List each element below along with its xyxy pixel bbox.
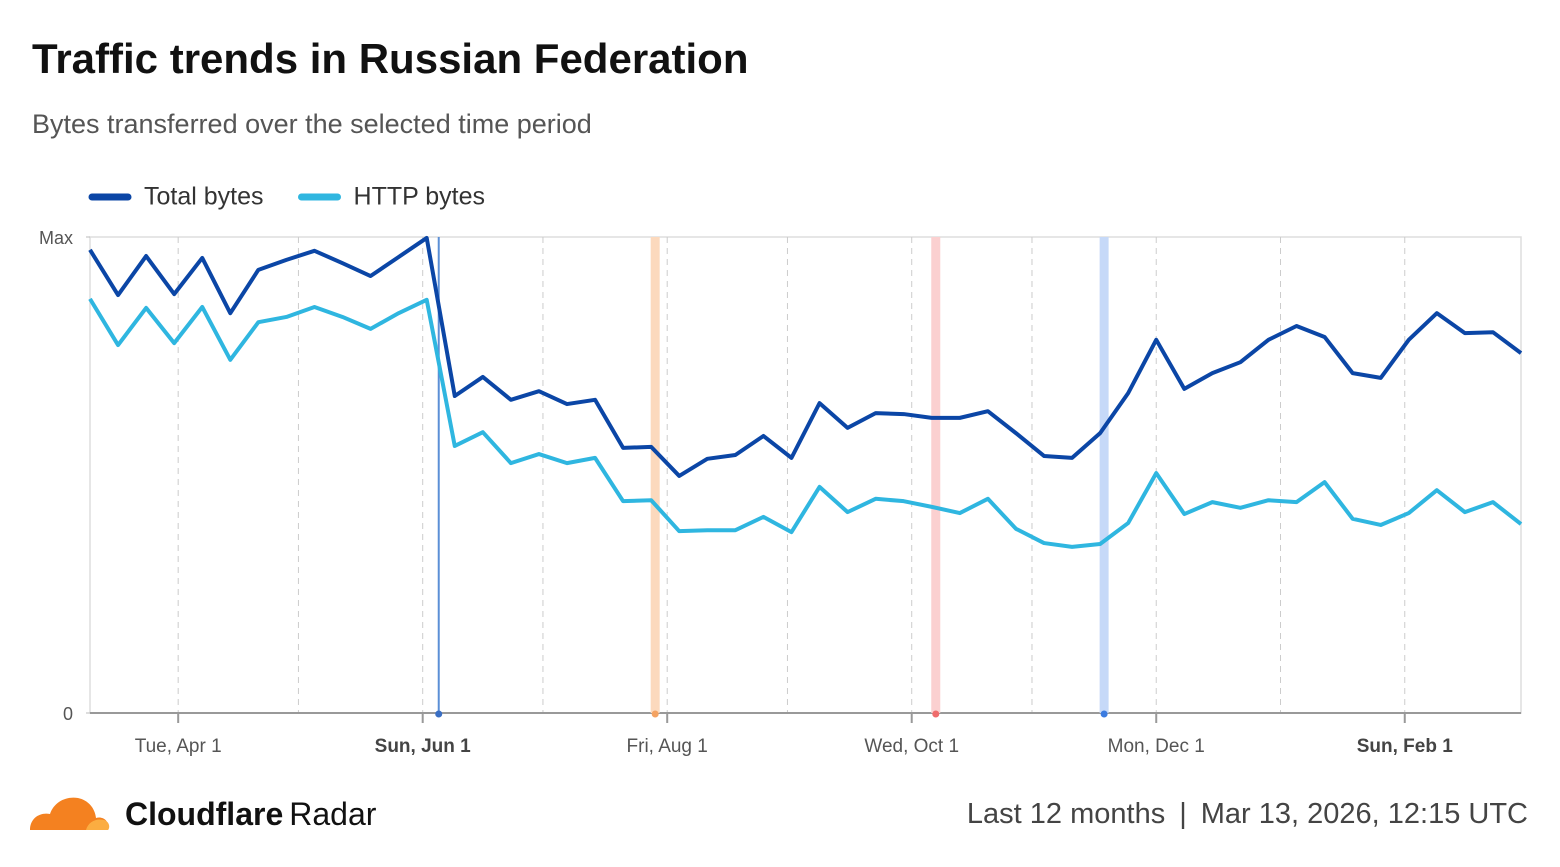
brand-name: Cloudflare <box>125 796 283 832</box>
y-tick-label: 0 <box>63 704 73 724</box>
timestamp: Mar 13, 2026, 12:15 UTC <box>1201 798 1528 830</box>
separator: | <box>1179 798 1187 830</box>
series-line <box>88 235 1523 478</box>
footer-info: Last 12 months | Mar 13, 2026, 12:15 UTC <box>967 798 1528 830</box>
logo <box>30 797 110 830</box>
x-tick-label: Sun, Jun 1 <box>375 736 472 757</box>
chart-title: Traffic trends in Russian Federation <box>32 35 748 82</box>
x-tick-label: Tue, Apr 1 <box>135 736 222 757</box>
chart-subtitle: Bytes transferred over the selected time… <box>32 109 592 139</box>
x-tick-label: Fri, Aug 1 <box>627 736 708 757</box>
legend-label: HTTP bytes <box>354 183 486 211</box>
event-dot <box>435 710 443 718</box>
event-dot <box>1100 710 1108 718</box>
x-tick-label: Mon, Dec 1 <box>1108 736 1205 757</box>
legend-label: Total bytes <box>144 183 264 211</box>
x-tick-label: Sun, Feb 1 <box>1357 736 1454 757</box>
event-dot <box>932 710 940 718</box>
x-tick-label: Wed, Oct 1 <box>864 736 959 757</box>
period: Last 12 months <box>967 798 1165 830</box>
y-tick-label: Max <box>39 228 73 248</box>
brand: Cloudflare Radar <box>125 796 377 832</box>
event-dot <box>651 710 659 718</box>
series-line <box>88 297 1523 549</box>
product-name: Radar <box>289 796 377 832</box>
